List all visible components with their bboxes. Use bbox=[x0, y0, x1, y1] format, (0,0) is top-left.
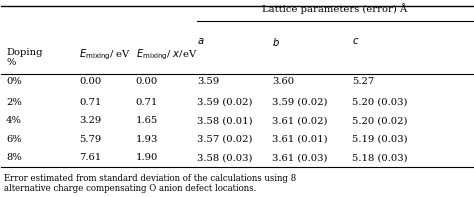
Text: 0%: 0% bbox=[6, 77, 22, 86]
Text: 3.59: 3.59 bbox=[197, 77, 219, 86]
Text: 6%: 6% bbox=[6, 135, 22, 144]
Text: 3.58 (0.03): 3.58 (0.03) bbox=[197, 153, 253, 162]
Text: 1.65: 1.65 bbox=[136, 116, 158, 125]
Text: 3.60: 3.60 bbox=[273, 77, 294, 86]
Text: $E_{\mathrm{mixing}}$/ eV: $E_{\mathrm{mixing}}$/ eV bbox=[79, 47, 131, 62]
Text: 3.61 (0.01): 3.61 (0.01) bbox=[273, 135, 328, 144]
Text: 0.71: 0.71 bbox=[79, 98, 101, 107]
Text: 3.57 (0.02): 3.57 (0.02) bbox=[197, 135, 253, 144]
Text: 0.00: 0.00 bbox=[136, 77, 158, 86]
Text: 3.59 (0.02): 3.59 (0.02) bbox=[273, 98, 328, 107]
Text: $c$: $c$ bbox=[353, 36, 360, 46]
Text: 5.27: 5.27 bbox=[353, 77, 375, 86]
Text: 1.93: 1.93 bbox=[136, 135, 158, 144]
Text: Doping
%: Doping % bbox=[6, 47, 43, 67]
Text: 5.20 (0.03): 5.20 (0.03) bbox=[353, 98, 408, 107]
Text: 3.29: 3.29 bbox=[79, 116, 101, 125]
Text: 3.58 (0.01): 3.58 (0.01) bbox=[197, 116, 253, 125]
Text: 0.00: 0.00 bbox=[79, 77, 101, 86]
Text: 4%: 4% bbox=[6, 116, 22, 125]
Text: $b$: $b$ bbox=[273, 36, 280, 48]
Text: $a$: $a$ bbox=[197, 36, 204, 46]
Text: 1.90: 1.90 bbox=[136, 153, 158, 162]
Text: 3.61 (0.02): 3.61 (0.02) bbox=[273, 116, 328, 125]
Text: $E_{\mathrm{mixing}}$/ $x$/eV: $E_{\mathrm{mixing}}$/ $x$/eV bbox=[136, 47, 197, 62]
Text: 7.61: 7.61 bbox=[79, 153, 101, 162]
Text: 3.59 (0.02): 3.59 (0.02) bbox=[197, 98, 253, 107]
Text: 5.19 (0.03): 5.19 (0.03) bbox=[353, 135, 408, 144]
Text: 5.79: 5.79 bbox=[79, 135, 101, 144]
Text: 8%: 8% bbox=[6, 153, 22, 162]
Text: 2%: 2% bbox=[6, 98, 22, 107]
Text: 0.71: 0.71 bbox=[136, 98, 158, 107]
Text: 5.18 (0.03): 5.18 (0.03) bbox=[353, 153, 408, 162]
Text: Error estimated from standard deviation of the calculations using 8
alternative : Error estimated from standard deviation … bbox=[4, 174, 296, 193]
Text: 3.61 (0.03): 3.61 (0.03) bbox=[273, 153, 328, 162]
Text: Lattice parameters (error) Å: Lattice parameters (error) Å bbox=[262, 3, 408, 14]
Text: 5.20 (0.02): 5.20 (0.02) bbox=[353, 116, 408, 125]
